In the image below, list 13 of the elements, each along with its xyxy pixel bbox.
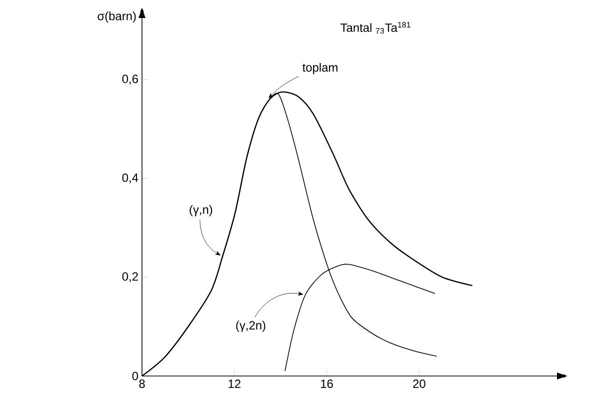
y-tick-label: 0,2 [122,272,138,282]
series-label: (γ,n) [190,205,212,216]
series-label: toplam [302,62,338,74]
text: Tantal $_{73}$Ta$^{181}$ [340,22,410,34]
x-tick-label: 8 [139,380,145,388]
x-tick-label: 16 [321,380,333,388]
y-tick-label: 0 [132,372,138,380]
y-tick-label: 0,6 [122,74,138,85]
y-tick-label: 0,4 [122,173,138,184]
x-tick-label: 20 [413,380,426,388]
x-tick-label: 12 [228,380,240,388]
text: (γ,2n) [236,320,266,332]
y-axis-title: σ(barn) [98,12,136,23]
